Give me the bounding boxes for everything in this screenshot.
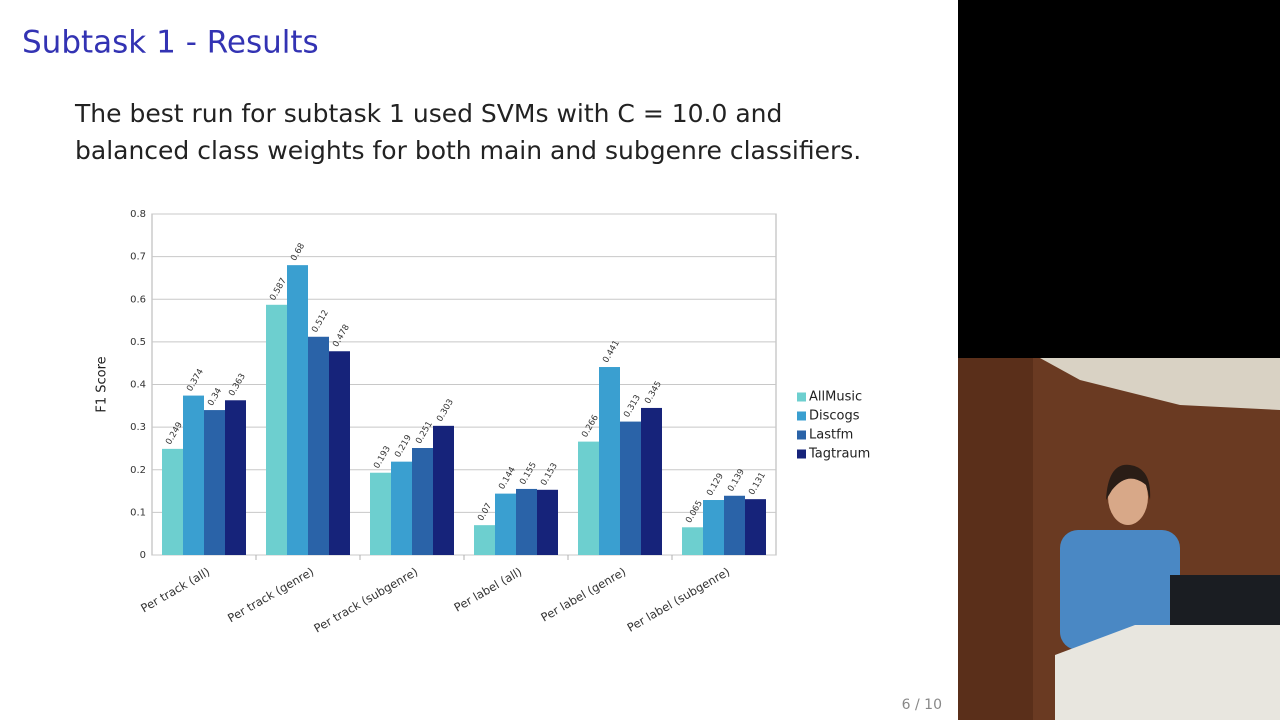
y-tick-label: 0.2	[130, 465, 146, 476]
y-tick-label: 0	[140, 550, 146, 561]
y-tick-label: 0.3	[130, 422, 146, 433]
ceiling	[1040, 358, 1280, 410]
legend-label: AllMusic	[809, 390, 862, 405]
legend-swatch	[797, 411, 806, 421]
y-tick-label: 0.6	[130, 294, 146, 305]
y-tick-label: 0.1	[130, 507, 146, 518]
legend-swatch	[797, 449, 806, 459]
legend-label: Lastfm	[809, 428, 853, 443]
bar	[745, 499, 766, 555]
y-tick-label: 0.7	[130, 252, 146, 263]
bar	[370, 472, 391, 555]
y-tick-label: 0.8	[130, 209, 146, 220]
bar	[183, 395, 204, 555]
legend-label: Discogs	[809, 409, 860, 424]
y-tick-label: 0.5	[130, 337, 146, 348]
bar	[516, 488, 537, 555]
shirt	[1060, 530, 1180, 650]
bar	[308, 336, 329, 555]
bar	[162, 448, 183, 555]
door	[958, 358, 1033, 720]
y-axis-label: F1 Score	[95, 356, 110, 412]
bar	[724, 495, 745, 555]
slide-title: Subtask 1 - Results	[22, 25, 319, 61]
bar	[287, 265, 308, 555]
bar	[682, 527, 703, 555]
slide-body: The best run for subtask 1 used SVMs wit…	[74, 99, 782, 128]
bar	[599, 367, 620, 555]
page-number: 6 / 10	[902, 697, 942, 713]
hair	[1106, 464, 1151, 500]
bar	[225, 400, 246, 555]
bar	[474, 525, 495, 555]
legend-swatch	[797, 392, 806, 402]
lectern	[1055, 625, 1280, 720]
bar	[641, 407, 662, 555]
speaker-video	[958, 358, 1280, 720]
bar	[537, 489, 558, 555]
bar	[329, 351, 350, 555]
bar	[412, 448, 433, 555]
slide-body: balanced class weights for both main and…	[75, 136, 861, 165]
bar	[578, 441, 599, 555]
bar	[204, 410, 225, 555]
bar	[495, 493, 516, 555]
bar	[266, 304, 287, 555]
legend-label: Tagtraum	[808, 447, 870, 462]
bar	[620, 421, 641, 555]
legend-swatch	[797, 430, 806, 440]
y-tick-label: 0.4	[130, 380, 146, 391]
bar	[703, 500, 724, 555]
bar	[433, 425, 454, 555]
bar	[391, 461, 412, 555]
